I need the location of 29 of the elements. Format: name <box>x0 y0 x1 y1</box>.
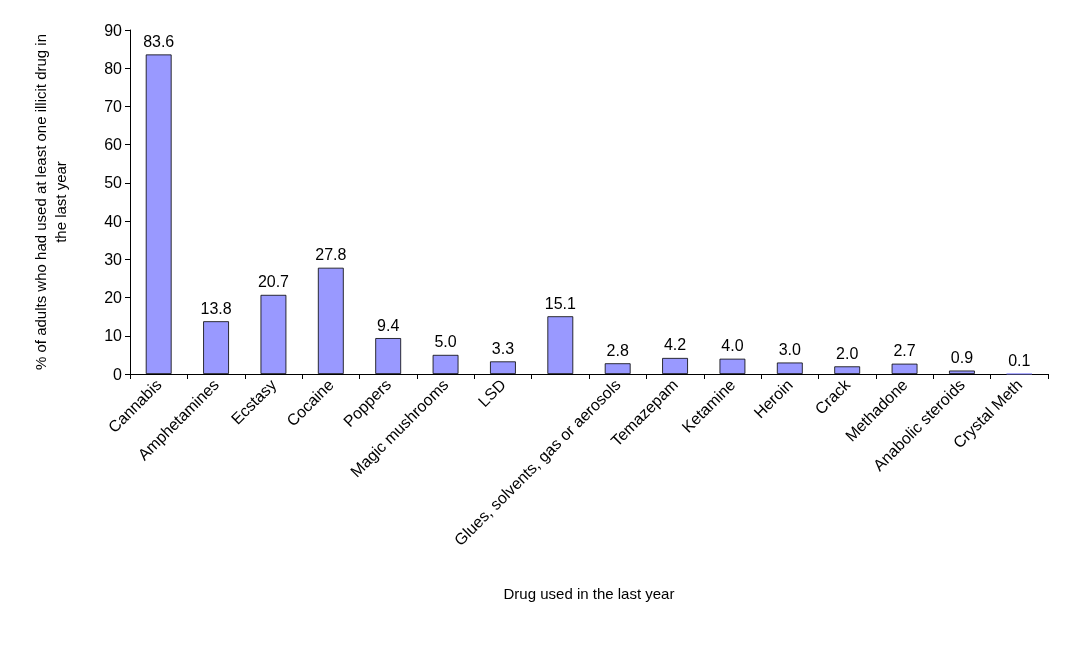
data-label: 2.0 <box>836 344 859 362</box>
y-tick-label: 0 <box>113 365 123 383</box>
y-axis-title: % of adults who had used at least one illicit drug in the last year <box>31 33 69 371</box>
x-axis-title: Drug used in the last year <box>503 585 675 602</box>
data-label: 0.9 <box>950 349 974 367</box>
data-label: 15.1 <box>544 294 576 312</box>
x-tick-label: LSD <box>474 375 509 411</box>
y-tick-label: 60 <box>104 136 123 154</box>
y-tick-label: 70 <box>104 97 123 115</box>
y-tick-label: 80 <box>104 59 123 77</box>
data-label: 3.3 <box>491 339 515 357</box>
y-tick-label: 10 <box>104 327 123 345</box>
data-label: 20.7 <box>257 273 290 291</box>
data-label: 4.2 <box>663 336 687 354</box>
data-label: 9.4 <box>377 316 400 334</box>
data-label: 0.1 <box>1008 351 1031 369</box>
data-label: 3.0 <box>778 341 802 359</box>
data-label: 2.7 <box>893 342 916 360</box>
data-label: 5.0 <box>434 333 457 351</box>
data-label: 13.8 <box>200 299 232 317</box>
y-tick-label: 50 <box>104 174 123 192</box>
y-tick-label: 90 <box>104 21 123 39</box>
data-label: 27.8 <box>315 246 347 264</box>
y-tick-label: 20 <box>104 289 123 307</box>
data-label: 4.0 <box>721 337 744 355</box>
data-label: 2.8 <box>606 341 629 359</box>
data-label: 83.6 <box>143 32 175 50</box>
y-tick-label: 30 <box>104 250 123 268</box>
y-tick-label: 40 <box>104 212 123 230</box>
